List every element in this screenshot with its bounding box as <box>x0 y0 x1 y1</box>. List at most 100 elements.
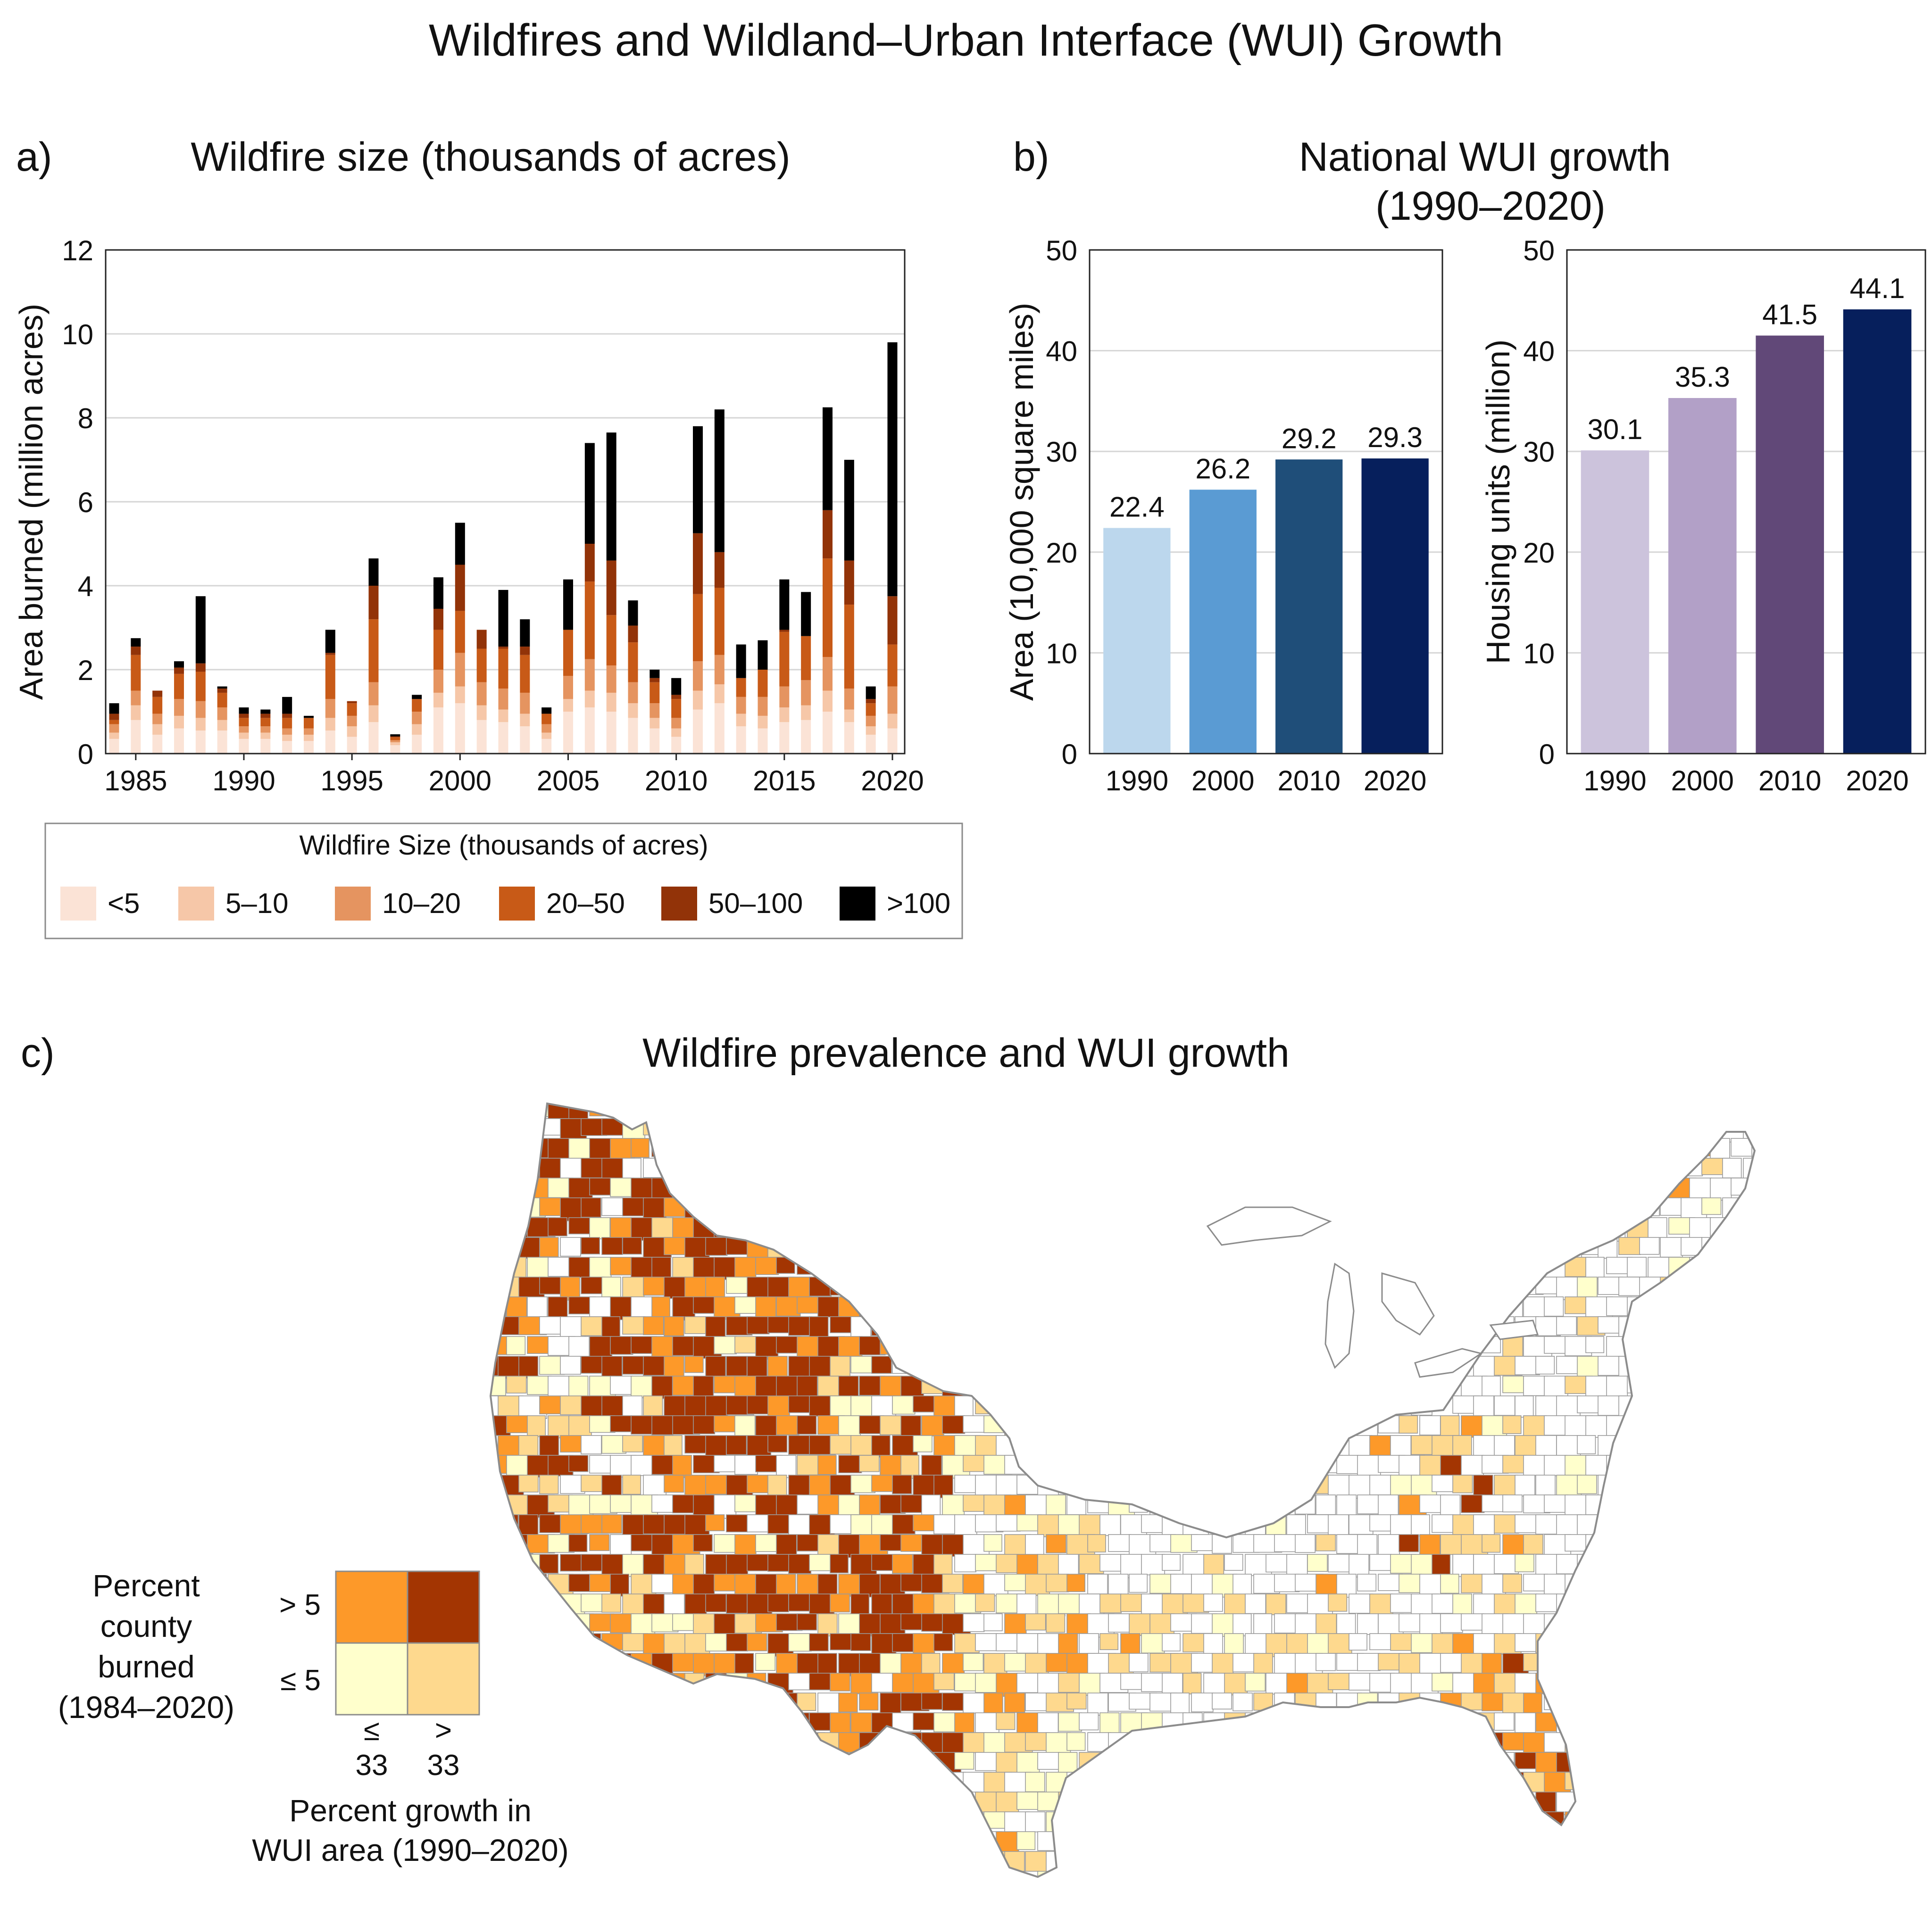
county-cell <box>954 1197 981 1219</box>
bar-segment <box>390 740 400 742</box>
county-cell <box>610 1296 633 1320</box>
bar-segment <box>109 720 119 724</box>
county-cell <box>1390 1871 1419 1877</box>
county-cell <box>1099 1792 1124 1809</box>
x-tick-label: 1985 <box>104 765 167 797</box>
county-cell <box>498 1554 517 1572</box>
county-cell <box>684 1554 704 1577</box>
county-cell <box>1328 1197 1354 1216</box>
bar-segment <box>758 715 768 729</box>
county-cell <box>1668 1494 1698 1517</box>
county-cell <box>664 1752 689 1776</box>
county-cell <box>1349 1712 1373 1733</box>
county-cell <box>1701 1395 1730 1419</box>
x-tick-label: 2015 <box>753 765 816 797</box>
county-cell <box>1357 1534 1378 1556</box>
county-cell <box>1565 1534 1588 1552</box>
county-cell <box>1627 1811 1656 1830</box>
county-cell <box>1307 1356 1328 1375</box>
county-cell <box>1535 1356 1555 1375</box>
county-cell <box>1016 1593 1037 1618</box>
county-cell <box>1232 1693 1253 1711</box>
chart-b-title-line2: (1990–2020) <box>1375 183 1606 229</box>
county-cell <box>560 1356 581 1375</box>
county-cell <box>1162 1752 1184 1772</box>
county-cell <box>1141 1792 1170 1809</box>
county-cell <box>1378 1811 1398 1835</box>
county-cell <box>1461 1455 1484 1476</box>
bar-segment <box>801 592 811 636</box>
county-cell <box>1502 1415 1522 1434</box>
county-cell <box>1565 1811 1592 1834</box>
county-cell <box>1266 1712 1289 1735</box>
county-cell <box>1535 1118 1557 1136</box>
county-cell <box>1689 1455 1714 1479</box>
county-cell <box>1141 1395 1162 1418</box>
county-cell <box>1390 1752 1410 1773</box>
county-cell <box>1494 1118 1518 1136</box>
county-cell <box>491 1534 512 1552</box>
county-cell <box>850 1752 874 1770</box>
county-cell <box>1316 1574 1339 1595</box>
county-cell <box>830 1792 849 1816</box>
county-cell <box>1212 1693 1232 1710</box>
county-cell <box>767 1356 788 1379</box>
county-cell <box>1378 1732 1407 1754</box>
county-cell <box>767 1435 788 1453</box>
county-cell <box>1108 1534 1132 1552</box>
bar-segment <box>584 707 595 754</box>
county-cell <box>1066 1178 1093 1201</box>
bar-segment <box>239 707 249 714</box>
bar-segment <box>412 699 422 712</box>
county-cell <box>1266 1831 1289 1850</box>
county-cell <box>734 1772 763 1796</box>
county-cell <box>1523 1455 1547 1477</box>
county-cell <box>1108 1455 1136 1472</box>
county-cell <box>1390 1197 1412 1220</box>
x-tick-label: 2010 <box>1277 765 1340 797</box>
county-cell <box>871 1435 891 1458</box>
county-cell <box>1170 1455 1196 1478</box>
bar-segment <box>455 611 465 653</box>
county-cell <box>1598 1514 1621 1536</box>
county-cell <box>1087 1296 1111 1314</box>
county-cell <box>1295 1772 1315 1792</box>
bar-segment <box>584 443 595 544</box>
bar-segment <box>758 728 768 754</box>
county-cell <box>498 1871 522 1877</box>
county-cell <box>838 1138 866 1155</box>
county-cell <box>1149 1104 1171 1116</box>
county-cell <box>1058 1871 1080 1877</box>
county-cell <box>1307 1752 1328 1771</box>
county-cell <box>859 1613 882 1637</box>
county-cell <box>1535 1871 1558 1877</box>
county-cell <box>983 1296 1009 1318</box>
county-cell <box>1336 1534 1361 1554</box>
bar-segment <box>260 718 271 727</box>
county-cell <box>1722 1633 1749 1652</box>
county-cell <box>1627 1257 1647 1278</box>
chart-b-housing-plot: 0102030405030.1199035.3200041.5201044.12… <box>1480 235 1926 797</box>
county-cell <box>1648 1851 1672 1873</box>
county-cell <box>1482 1296 1510 1318</box>
county-cell <box>581 1633 601 1655</box>
text-line: burned <box>98 1649 195 1684</box>
county-cell <box>755 1138 783 1156</box>
county-cell <box>1203 1158 1230 1178</box>
county-cell <box>1681 1395 1705 1418</box>
county-cell <box>817 1851 846 1870</box>
county-cell <box>1660 1831 1689 1851</box>
bar-segment <box>433 608 443 630</box>
county-cell <box>954 1395 974 1419</box>
county-cell <box>1046 1104 1073 1120</box>
county-cell <box>1722 1158 1742 1178</box>
bar-segment <box>541 732 552 739</box>
county-cell <box>1494 1197 1517 1216</box>
county-cell <box>1266 1237 1289 1260</box>
county-cell <box>1037 1158 1065 1177</box>
county-cell <box>1286 1673 1311 1696</box>
county-cell <box>1183 1316 1209 1337</box>
county-cell <box>850 1633 871 1651</box>
county-cell <box>1016 1554 1038 1577</box>
county-cell <box>1307 1633 1330 1655</box>
